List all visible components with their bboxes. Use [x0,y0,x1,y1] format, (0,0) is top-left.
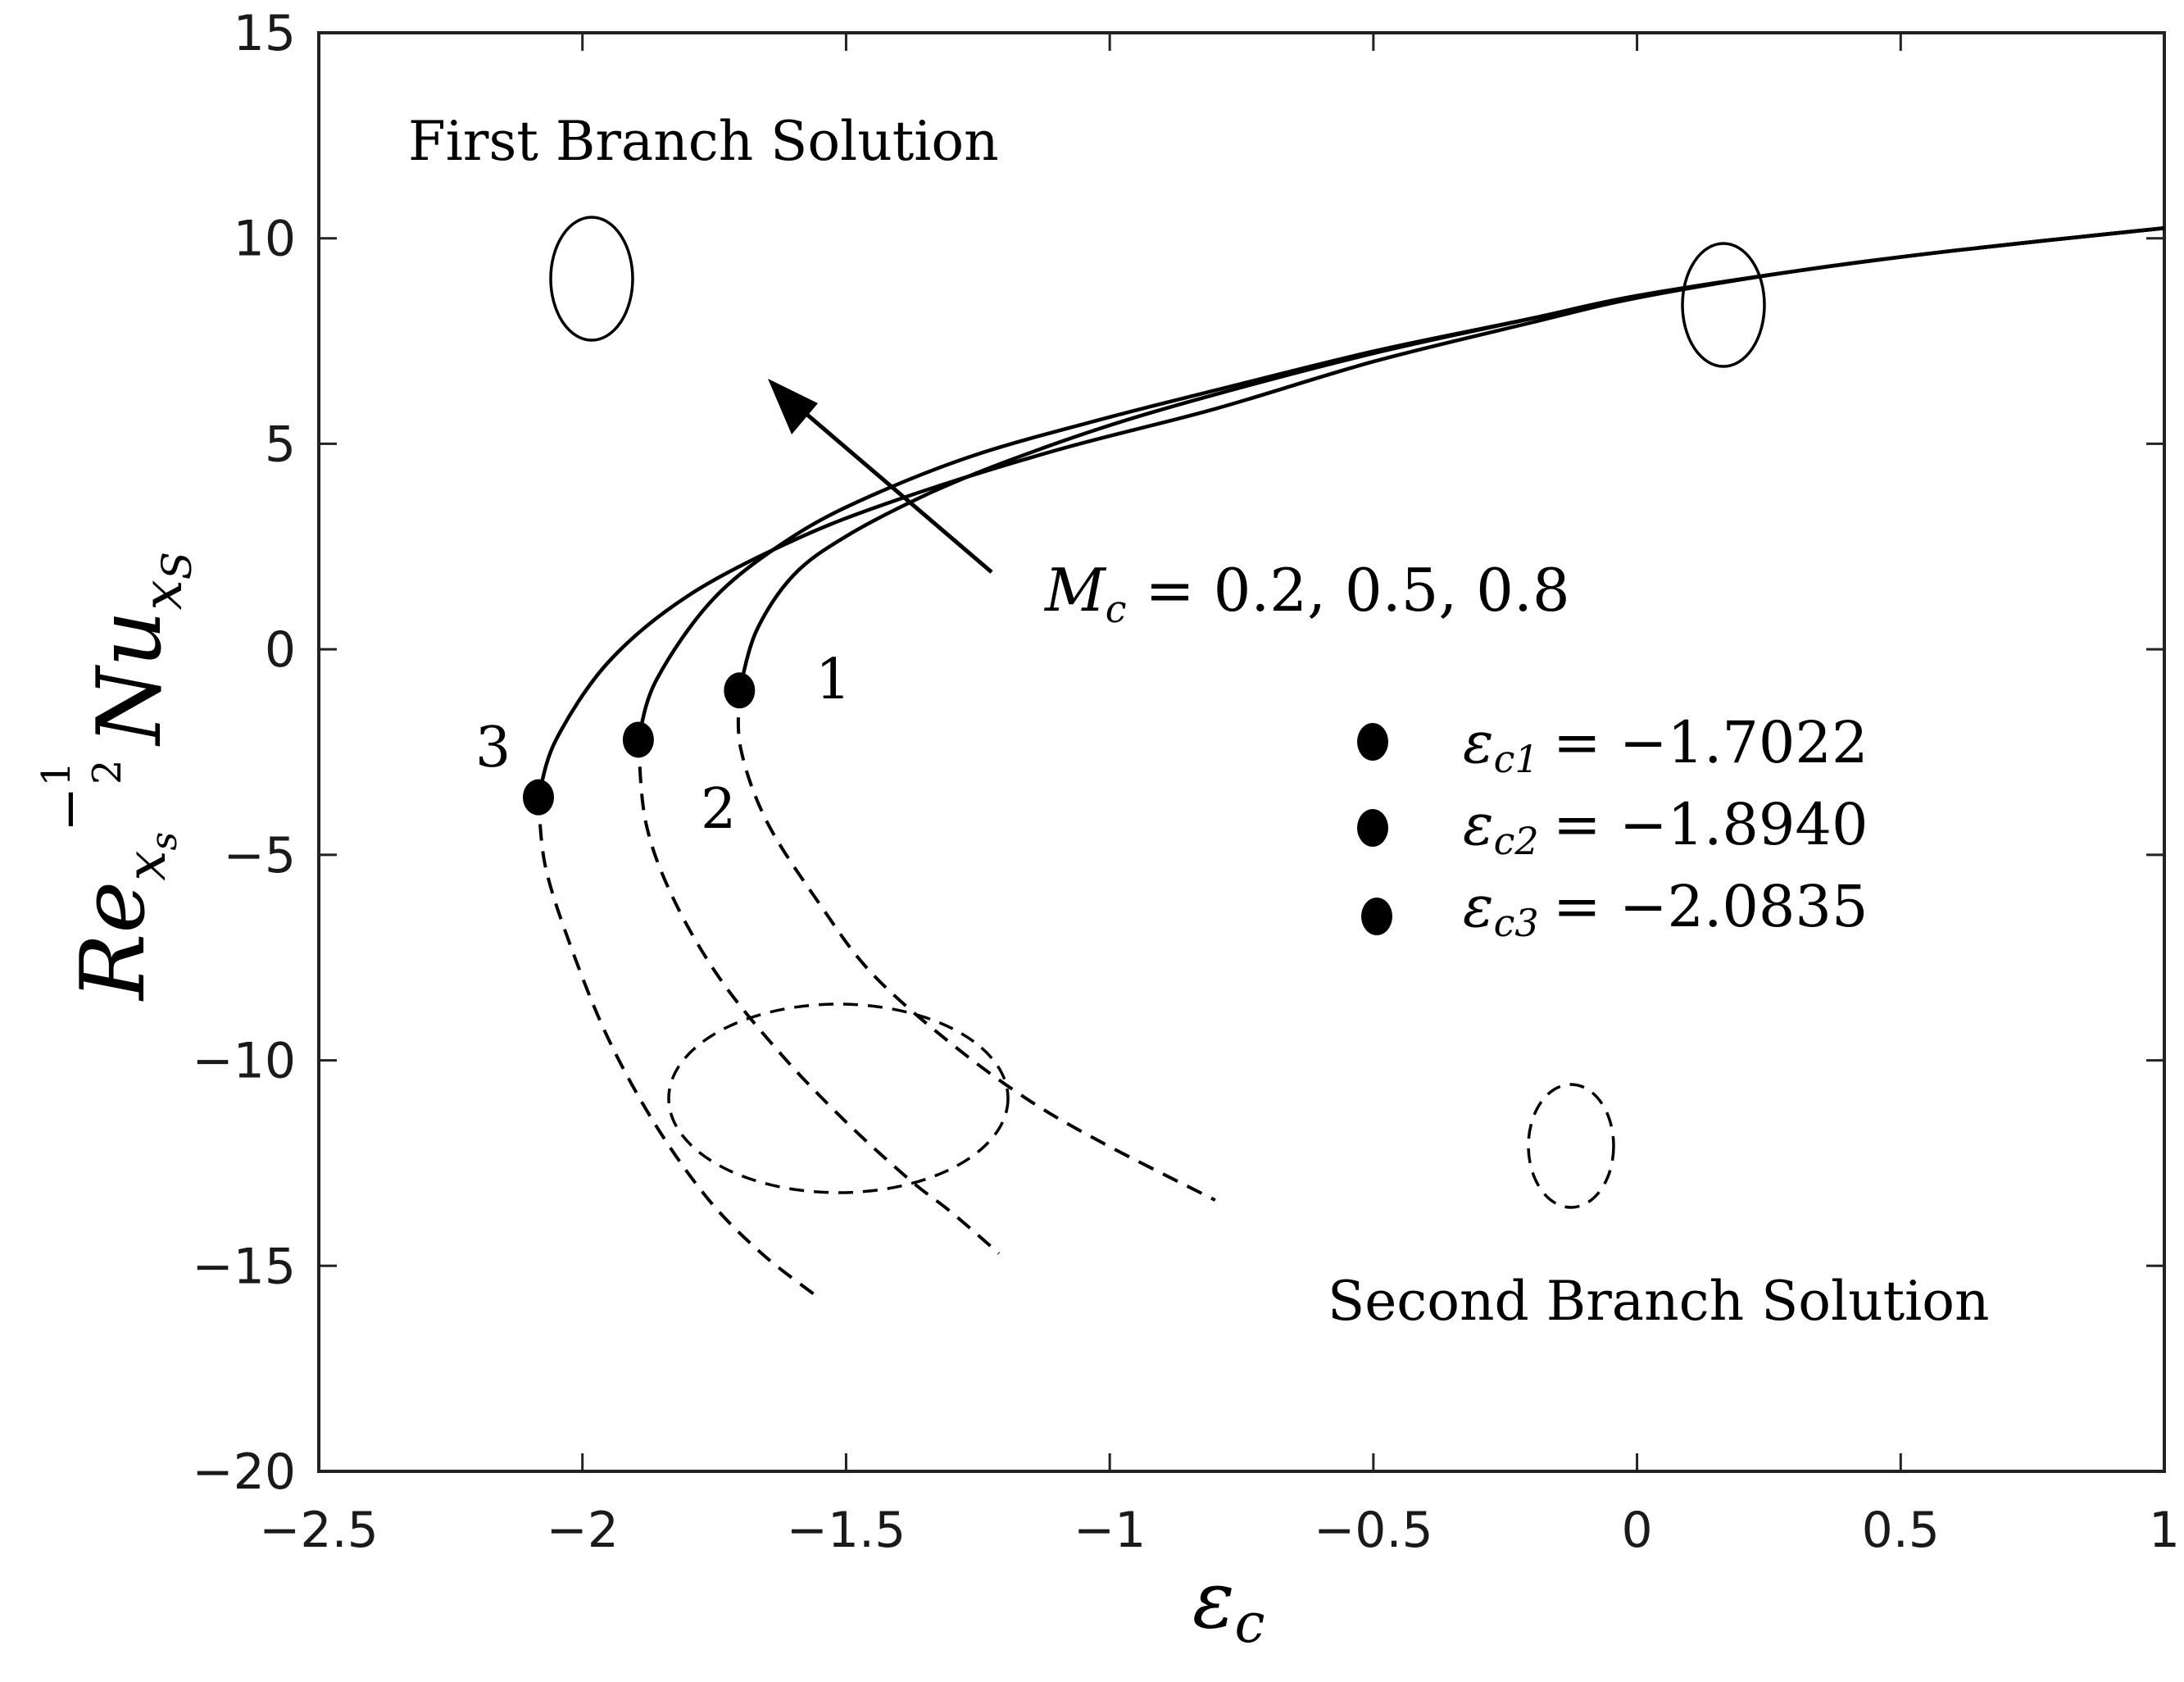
critical-point-3 [522,779,554,816]
x-axis: −2.5 −2 −1.5 −1 −0.5 0 0.5 1 [259,33,2180,1559]
curve-label-3: 3 [475,716,511,780]
second-branch-curve-1 [736,690,1216,1202]
mc-arrow-head [768,379,818,434]
legend-marker-2 [1357,809,1388,847]
y-tick-label: 0 [265,621,296,679]
critical-point-2 [622,721,654,758]
legend-value-3: = −2.0835 [1553,873,1868,940]
x-tick-label: 0 [1621,1502,1652,1559]
first-branch-curve-2 [636,225,2165,741]
critical-legend: εc1 = −1.7022 εc2 = −1.8940 εc3 = −2.083… [1357,709,1868,945]
y-tick-label: −20 [192,1443,296,1501]
x-tick-label: −0.5 [1314,1502,1433,1559]
mc-parameter-label: Mc = 0.2, 0.5, 0.8 [1043,556,1570,631]
legend-value-1: = −1.7022 [1553,709,1868,776]
x-axis-label: εc [1192,1554,1265,1655]
x-tick-label: −1.5 [787,1502,906,1559]
legend-value-2: = −1.8940 [1553,791,1868,858]
plot-frame [317,31,2166,1473]
legend-marker-1 [1357,723,1388,761]
second-branch-ellipse-center [667,1002,1010,1194]
first-branch-ellipse-left [549,216,634,342]
second-branch-curve-3 [537,797,816,1296]
legend-name-1: εc1 [1463,709,1539,781]
legend-name-2: εc2 [1463,791,1539,863]
first-branch-label: First Branch Solution [408,110,999,173]
y-axis: 15 10 5 0 −5 −10 −15 −20 [192,5,2164,1501]
legend-marker-3 [1361,898,1392,935]
y-tick-label: −10 [192,1033,296,1090]
mc-arrow [777,389,993,574]
y-tick-label: −15 [192,1238,296,1295]
x-tick-label: −1 [1074,1502,1146,1559]
first-branch-ellipse-right [1681,242,1766,368]
y-tick-label: −5 [224,827,296,884]
second-branch-label: Second Branch Solution [1328,1270,1990,1333]
y-tick-label: 5 [265,416,296,473]
x-tick-label: −2 [546,1502,618,1559]
second-branch-ellipse-right [1527,1083,1615,1209]
curve-label-1: 1 [815,648,851,712]
x-tick-label: 1 [2149,1502,2180,1559]
y-axis-label: Rexs−1 2NuxS [34,552,201,1002]
first-branch-curve-3 [536,225,2165,798]
x-tick-label: 0.5 [1862,1502,1940,1559]
curve-label-2: 2 [701,777,736,842]
y-tick-label: 10 [234,211,296,268]
x-tick-label: −2.5 [259,1502,379,1559]
y-tick-label: 15 [234,5,296,62]
curves [522,225,2165,1296]
legend-name-3: εc3 [1463,873,1539,945]
critical-point-1 [724,672,756,709]
